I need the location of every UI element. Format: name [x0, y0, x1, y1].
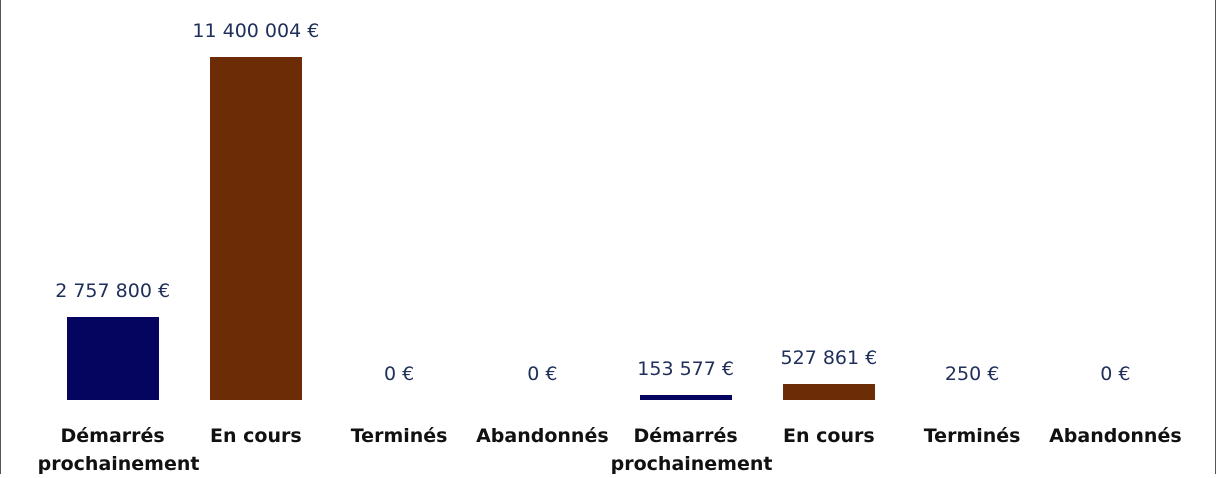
- value-label: 250 €: [944, 362, 1000, 385]
- value-label: 0 €: [1100, 363, 1131, 385]
- x-tick-label: En cours: [783, 425, 875, 447]
- x-tick-label: Démarrés prochainement: [37, 425, 200, 475]
- bar: [209, 57, 302, 400]
- x-tick-label: Abandonnés: [476, 425, 609, 447]
- x-tick-label: Terminés: [350, 425, 448, 447]
- bar: [66, 317, 159, 400]
- x-tick-label: Abandonnés: [1049, 425, 1182, 447]
- bar: [639, 395, 732, 400]
- value-label: 2 757 800 €: [55, 280, 171, 303]
- value-label: 0 €: [527, 363, 558, 385]
- value-label: 153 577 €: [637, 358, 734, 381]
- value-label: 0 €: [384, 363, 415, 385]
- bar: [782, 384, 875, 400]
- x-tick-label: Terminés: [923, 425, 1021, 447]
- value-label: 11 400 004 €: [192, 20, 320, 42]
- value-label: 527 861 €: [780, 347, 878, 370]
- x-tick-label: En cours: [210, 425, 302, 447]
- x-tick-label: Démarrés prochainement: [610, 425, 773, 475]
